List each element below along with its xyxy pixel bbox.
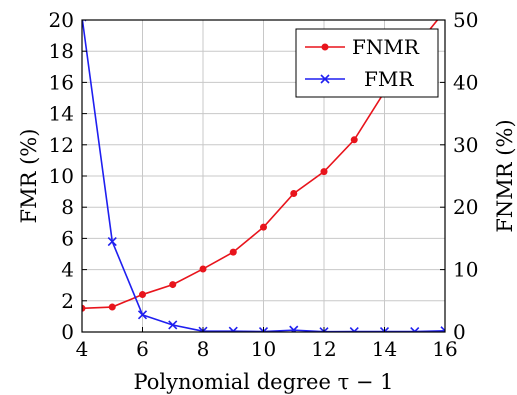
y-tick-label-left: 18 [49,39,74,63]
y-tick-label-right: 40 [453,70,478,94]
data-point-fmr [289,325,299,332]
y-tick-label-right: 10 [453,258,478,282]
legend-box [295,28,439,98]
data-point-fmr [107,236,117,247]
data-point-fnmr [229,248,237,256]
y-tick-label-right: 0 [453,320,466,344]
y-axis-title-right: FNMR (%) [493,119,517,232]
legend: FNMR FMR [295,28,439,98]
data-point-fnmr [260,223,267,231]
data-point-fnmr [350,136,358,144]
x-tick-label: 14 [372,337,397,361]
x-tick-label: 6 [136,337,149,361]
data-point-fmr [168,320,178,330]
y-tick-label-right: 50 [453,8,478,32]
y-axis-title-left: FMR (%) [17,129,41,224]
y-tick-label-left: 10 [49,164,74,188]
y-tick-label-left: 20 [49,8,74,32]
x-tick-label: 16 [432,337,457,361]
y-tick-label-left: 4 [61,258,74,282]
x-axis-title: Polynomial degree τ − 1 [133,370,393,394]
legend-label-fnmr: FNMR [352,35,420,59]
legend-marker-fmr [320,74,330,84]
x-tick-label: 12 [311,337,336,361]
data-point-fnmr [169,281,177,289]
data-point-fnmr [320,168,328,176]
y-tick-label-left: 8 [61,195,74,219]
data-point-fnmr [108,303,116,311]
legend-label-fmr: FMR [364,67,414,91]
data-point-fnmr [199,265,207,273]
y-tick-label-left: 12 [49,133,74,157]
data-point-fmr [440,326,445,332]
data-point-fnmr [442,7,449,14]
y-tick-label-left: 0 [61,320,74,344]
y-tick-label-right: 30 [453,133,478,157]
y-tick-label-right: 20 [453,195,478,219]
x-tick-label: 8 [197,337,210,361]
x-tick-label: 10 [251,337,276,361]
data-point-fnmr [139,291,146,299]
y-tick-label-left: 2 [61,289,74,313]
data-point-fnmr [82,304,86,312]
legend-marker-fnmr [321,43,329,51]
y-tick-label-left: 6 [61,226,74,250]
data-point-fmr [228,326,238,332]
y-tick-label-left: 16 [49,70,74,94]
data-point-fmr [137,310,148,320]
data-point-fnmr [290,189,298,197]
x-tick-label: 4 [76,337,89,361]
y-tick-label-left: 14 [49,102,74,126]
